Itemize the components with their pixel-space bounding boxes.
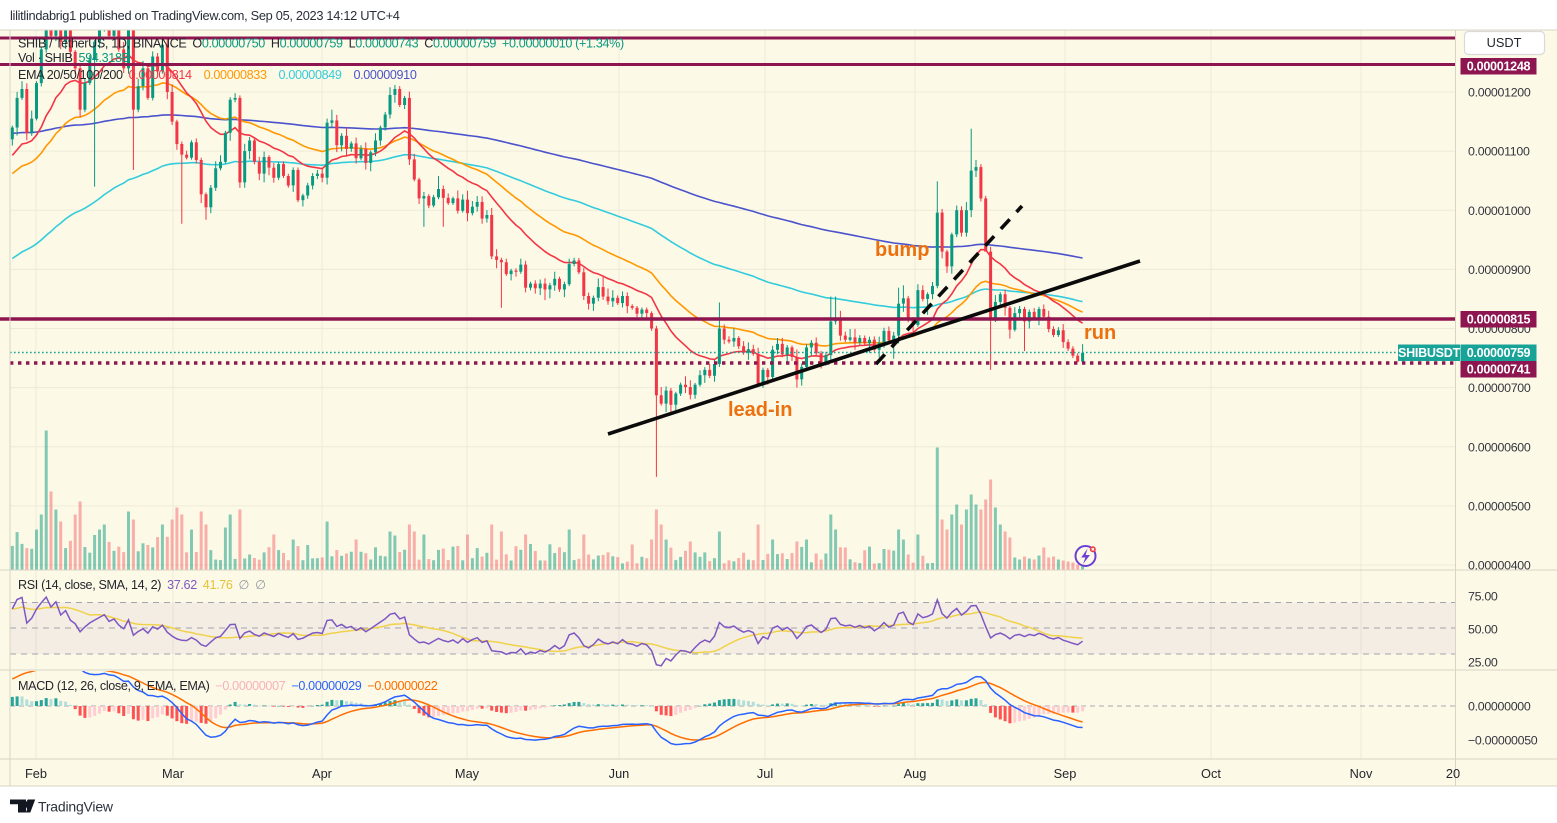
svg-text:Jun: Jun	[609, 766, 630, 781]
svg-text:20: 20	[1446, 766, 1460, 781]
svg-text:USDT: USDT	[1487, 35, 1522, 50]
svg-text:0.00000741: 0.00000741	[1467, 363, 1531, 377]
svg-text:75.00: 75.00	[1468, 590, 1498, 604]
svg-text:0.00000700: 0.00000700	[1468, 381, 1531, 395]
svg-text:SHIB / TetherUS, 1D, BINANCE O: SHIB / TetherUS, 1D, BINANCE O0.00000750…	[18, 37, 624, 51]
svg-text:0.00000500: 0.00000500	[1468, 499, 1531, 513]
svg-text:lead-in: lead-in	[728, 399, 792, 421]
svg-text:MACD (12, 26, close, 9, EMA, E: MACD (12, 26, close, 9, EMA, EMA) −0.000…	[18, 679, 438, 693]
svg-text:0.00001248: 0.00001248	[1467, 60, 1531, 74]
svg-text:Feb: Feb	[25, 766, 47, 781]
svg-text:EMA 20/50/100/200 0.00000814: EMA 20/50/100/200 0.00000814 0.00000833 …	[18, 68, 417, 82]
svg-text:lilitlindabrig1 published on T: lilitlindabrig1 published on TradingView…	[10, 8, 400, 23]
svg-text:50.00: 50.00	[1468, 623, 1498, 637]
svg-text:run: run	[1084, 322, 1116, 344]
svg-text:0.00001100: 0.00001100	[1468, 145, 1530, 159]
svg-text:Oct: Oct	[1201, 766, 1221, 781]
svg-text:bump: bump	[875, 239, 929, 261]
svg-text:SHIBUSDT: SHIBUSDT	[1398, 346, 1461, 360]
svg-text:0.00001000: 0.00001000	[1468, 204, 1531, 218]
svg-text:0.00000400: 0.00000400	[1468, 559, 1531, 573]
svg-text:−0.00000050: −0.00000050	[1468, 734, 1538, 748]
svg-text:0.00000600: 0.00000600	[1468, 440, 1531, 454]
svg-text:0.00000900: 0.00000900	[1468, 263, 1531, 277]
svg-text:0.00000759: 0.00000759	[1467, 346, 1531, 360]
svg-text:Aug: Aug	[904, 766, 927, 781]
svg-text:25.00: 25.00	[1468, 656, 1498, 670]
svg-text:Sep: Sep	[1054, 766, 1077, 781]
svg-text:0.00001200: 0.00001200	[1468, 86, 1531, 100]
svg-text:May: May	[455, 766, 480, 781]
svg-text:TradingView: TradingView	[38, 799, 114, 815]
svg-text:Nov: Nov	[1350, 766, 1373, 781]
svg-text:Mar: Mar	[162, 766, 185, 781]
svg-text:Apr: Apr	[312, 766, 333, 781]
svg-text:0.00000000: 0.00000000	[1468, 700, 1531, 714]
svg-text:Jul: Jul	[757, 766, 773, 781]
svg-text:Vol · SHIB 594.318B: Vol · SHIB 594.318B	[18, 51, 130, 65]
svg-text:RSI (14, close, SMA, 14, 2) 37: RSI (14, close, SMA, 14, 2) 37.62 41.76 …	[18, 578, 266, 592]
svg-text:0.00000815: 0.00000815	[1467, 313, 1531, 327]
